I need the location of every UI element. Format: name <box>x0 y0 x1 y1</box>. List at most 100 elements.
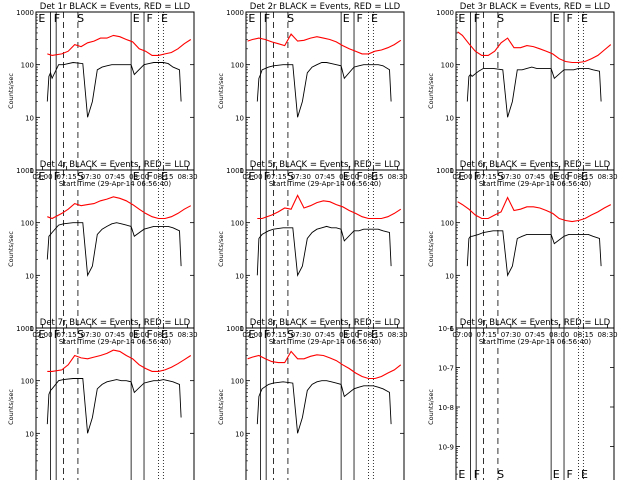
region-label: E <box>38 12 45 25</box>
region-label: S <box>287 12 294 25</box>
x-tick-label: 07:15 <box>267 173 287 181</box>
region-label: F <box>54 328 60 341</box>
y-tick-label: 100 <box>21 220 34 228</box>
region-label: S <box>287 328 294 341</box>
series-events <box>46 222 182 277</box>
region-label: E <box>248 328 255 341</box>
y-tick-label: 100 <box>21 62 34 70</box>
region-label: E <box>343 328 350 341</box>
x-axis-label: Start Time (29-Apr-14 06:56:40) <box>59 180 171 188</box>
y-axis-label: Counts/sec <box>427 389 435 425</box>
y-tick-label: 10 <box>25 430 34 438</box>
x-tick-label: 07:00 <box>32 173 52 181</box>
region-label: E <box>371 328 378 341</box>
x-tick-label: 08:00 <box>339 173 359 181</box>
series-events <box>256 62 392 118</box>
x-tick-label: 07:15 <box>477 173 497 181</box>
y-axis-label: Counts/sec <box>217 389 225 425</box>
region-label: F <box>264 170 270 183</box>
region-label: F <box>146 170 152 183</box>
y-tick-label: 10 <box>235 430 244 438</box>
x-tick-label: 08:00 <box>549 331 569 339</box>
series-lld <box>47 349 192 372</box>
panel-title: Det 6r BLACK = Events, RED = LLD <box>460 160 611 170</box>
series-lld <box>257 194 402 220</box>
y-tick-label: 1000 <box>226 325 244 333</box>
x-tick-label: 07:45 <box>525 331 545 339</box>
x-axis-label: Start Time (29-Apr-14 06:56:40) <box>269 338 381 346</box>
region-label: E <box>248 170 255 183</box>
region-label: E <box>38 328 45 341</box>
x-tick-label: 07:30 <box>81 173 101 181</box>
series-lld <box>457 196 612 223</box>
y-tick-label: 1000 <box>226 167 244 175</box>
region-label: E <box>553 468 560 480</box>
region-label: F <box>566 12 572 25</box>
series-lld <box>247 33 402 55</box>
region-label: E <box>343 12 350 25</box>
x-tick-label: 07:45 <box>525 173 545 181</box>
region-label: F <box>356 12 362 25</box>
series-events <box>466 230 602 277</box>
region-label: S <box>77 12 84 25</box>
region-label: E <box>133 12 140 25</box>
region-label: E <box>458 468 465 480</box>
region-label: F <box>146 328 152 341</box>
panel-title: Det 7r BLACK = Events, RED = LLD <box>40 318 191 328</box>
region-label: E <box>371 12 378 25</box>
y-tick-label: 1 <box>450 325 454 333</box>
y-tick-label: 1000 <box>16 325 34 333</box>
panel-det-7r: Det 7r BLACK = Events, RED = LLDEFSEFE11… <box>7 318 195 480</box>
y-tick-label: 10-6 <box>438 325 454 333</box>
y-tick-label: 10 <box>445 114 454 122</box>
x-tick-label: 07:30 <box>501 331 521 339</box>
region-label: S <box>77 328 84 341</box>
y-tick-label: 1 <box>30 167 34 175</box>
y-axis-label: Counts/sec <box>7 73 15 109</box>
y-tick-label: 10-9 <box>438 444 454 452</box>
x-tick-label: 08:30 <box>177 173 197 181</box>
x-tick-label: 08:30 <box>177 331 197 339</box>
region-label: F <box>566 468 572 480</box>
region-label: E <box>581 170 588 183</box>
x-tick-label: 07:30 <box>291 331 311 339</box>
x-tick-label: 07:45 <box>315 173 335 181</box>
region-label: E <box>161 12 168 25</box>
region-label: E <box>458 170 465 183</box>
y-tick-label: 1 <box>450 167 454 175</box>
y-tick-label: 1000 <box>436 167 454 175</box>
region-label: E <box>581 468 588 480</box>
y-tick-label: 10-8 <box>438 404 454 412</box>
region-label: S <box>77 170 84 183</box>
y-tick-label: 1000 <box>16 167 34 175</box>
plot-frame <box>455 169 615 329</box>
x-tick-label: 08:30 <box>597 173 617 181</box>
x-tick-label: 07:15 <box>57 173 77 181</box>
panel-title: Det 5r BLACK = Events, RED = LLD <box>250 160 401 170</box>
region-label: E <box>553 170 560 183</box>
y-tick-label: 1000 <box>16 9 34 17</box>
x-tick-label: 08:30 <box>597 331 617 339</box>
region-label: E <box>161 328 168 341</box>
region-label: E <box>581 12 588 25</box>
x-tick-label: 08:00 <box>129 173 149 181</box>
y-tick-label: 10 <box>445 272 454 280</box>
y-tick-label: 100 <box>231 378 244 386</box>
panel-title: Det 4r BLACK = Events, RED = LLD <box>40 160 191 170</box>
x-tick-label: 08:00 <box>339 331 359 339</box>
series-lld <box>457 31 612 64</box>
plot-frame <box>455 11 615 171</box>
region-label: E <box>161 170 168 183</box>
y-tick-label: 10 <box>25 272 34 280</box>
region-label: F <box>54 12 60 25</box>
y-axis-label: Counts/sec <box>217 231 225 267</box>
series-lld <box>247 350 402 380</box>
y-axis-label: Counts/sec <box>7 231 15 267</box>
y-axis-label: Counts/sec <box>427 231 435 267</box>
region-label: E <box>458 12 465 25</box>
region-label: S <box>497 12 504 25</box>
